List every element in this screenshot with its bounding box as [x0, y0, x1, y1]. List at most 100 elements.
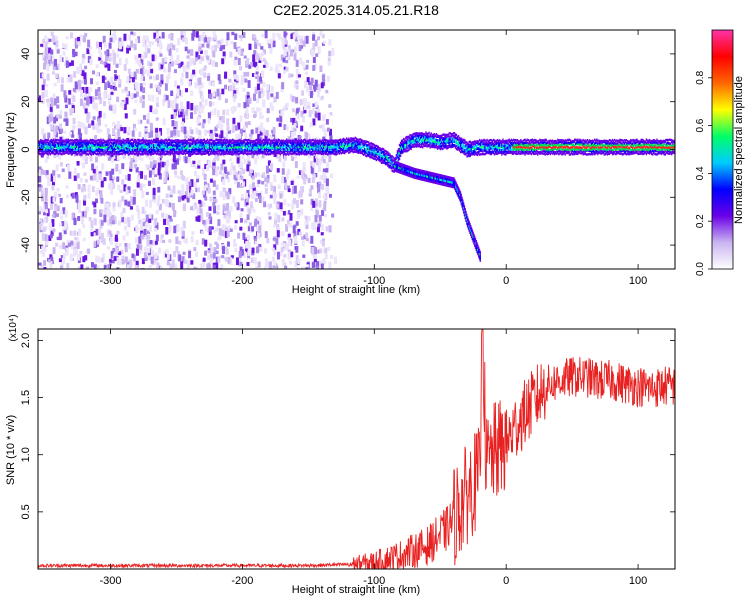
noise-cell	[197, 159, 201, 166]
noise-cell	[49, 267, 53, 269]
ridge-cell	[226, 152, 229, 155]
ridge-cell	[352, 143, 354, 146]
ridge-cell	[265, 139, 268, 142]
ridge-cell	[108, 146, 111, 149]
ridge-cell	[402, 139, 404, 142]
ridge-cell	[219, 148, 221, 152]
noise-cell	[115, 124, 119, 129]
ridge-cell	[61, 148, 63, 151]
noise-cell	[127, 173, 131, 181]
ridge-cell	[324, 143, 327, 146]
ridge-cell	[64, 140, 66, 143]
noise-cell	[92, 168, 96, 174]
noise-cell	[292, 198, 296, 205]
ridge-cell	[326, 142, 328, 145]
ridge-cell	[285, 146, 288, 149]
noise-cell	[181, 230, 185, 237]
noise-cell	[40, 189, 44, 197]
ridge-cell	[364, 141, 366, 145]
noise-cell	[72, 248, 76, 257]
noise-cell	[76, 66, 80, 74]
ridge-cell	[139, 148, 141, 151]
noise-cell	[51, 71, 55, 75]
noise-cell	[208, 139, 212, 144]
noise-cell	[101, 75, 105, 83]
noise-cell	[300, 208, 304, 216]
ridge-cell	[310, 140, 312, 143]
noise-cell	[69, 32, 73, 38]
noise-cell	[212, 252, 216, 259]
noise-cell	[260, 93, 264, 99]
ridge-cell	[338, 152, 341, 155]
ridge-cell	[39, 143, 41, 147]
ridge-cell	[50, 138, 53, 142]
ridge-cell	[318, 142, 321, 145]
noise-cell	[113, 256, 117, 261]
noise-cell	[208, 206, 212, 211]
ridge-cell	[181, 142, 183, 145]
ridge-cell	[149, 151, 152, 154]
ridge-cell	[279, 153, 282, 156]
ridge-cell	[126, 148, 129, 151]
noise-cell	[144, 246, 148, 252]
ridge-cell	[175, 139, 177, 142]
ridge-cell	[188, 150, 191, 153]
noise-cell	[71, 107, 75, 113]
ridge-cell	[284, 139, 287, 143]
noise-cell	[263, 64, 267, 68]
ridge-cell	[366, 150, 368, 153]
ridge-cell	[149, 140, 152, 143]
noise-cell	[103, 76, 107, 81]
noise-cell	[223, 210, 227, 214]
noise-cell	[197, 187, 201, 192]
ridge-cell	[329, 143, 331, 147]
ridge-cell	[196, 152, 198, 155]
ridge-cell	[220, 138, 222, 142]
noise-cell	[304, 71, 308, 75]
noise-cell	[303, 36, 307, 43]
noise-cell	[163, 162, 167, 166]
ridge-cell	[252, 141, 254, 145]
ridge-cell	[272, 150, 274, 154]
noise-cell	[231, 127, 235, 134]
noise-cell	[216, 109, 220, 118]
ridge-cell	[134, 152, 136, 156]
ridge-cell	[140, 139, 142, 142]
ridge-cell	[337, 151, 340, 154]
ridge-cell	[157, 148, 159, 151]
ridge-cell	[303, 141, 306, 145]
ridge-cell	[176, 152, 178, 155]
noise-cell	[151, 240, 155, 246]
ridge-cell	[86, 141, 88, 145]
ridge-cell	[254, 140, 256, 143]
ridge-cell	[78, 145, 80, 149]
noise-cell	[51, 55, 55, 62]
ridge-cell	[70, 150, 73, 154]
noise-cell	[246, 262, 250, 267]
ridge-cell	[334, 150, 336, 154]
ridge-cell	[140, 149, 142, 152]
noise-cell	[233, 59, 237, 66]
ridge-cell	[177, 151, 179, 154]
ridge-cell	[330, 142, 332, 145]
noise-cell	[168, 33, 172, 39]
ridge-cell	[179, 140, 181, 143]
noise-cell	[247, 242, 251, 250]
noise-cell	[50, 108, 54, 117]
noise-cell	[65, 118, 69, 126]
noise-cell	[134, 38, 138, 43]
ridge-cell	[164, 148, 167, 151]
ridge-cell	[283, 140, 286, 143]
ridge-cell	[54, 138, 57, 142]
ridge-cell	[166, 150, 169, 153]
ridge-cell	[177, 146, 179, 149]
ridge-cell	[223, 145, 226, 149]
ridge-cell	[341, 148, 344, 152]
ridge-cell	[223, 150, 226, 153]
ridge-cell	[220, 143, 222, 146]
noise-cell	[249, 133, 253, 137]
noise-cell	[315, 136, 319, 140]
ridge-cell	[273, 143, 275, 146]
ridge-cell	[343, 144, 346, 147]
noise-cell	[38, 169, 42, 177]
